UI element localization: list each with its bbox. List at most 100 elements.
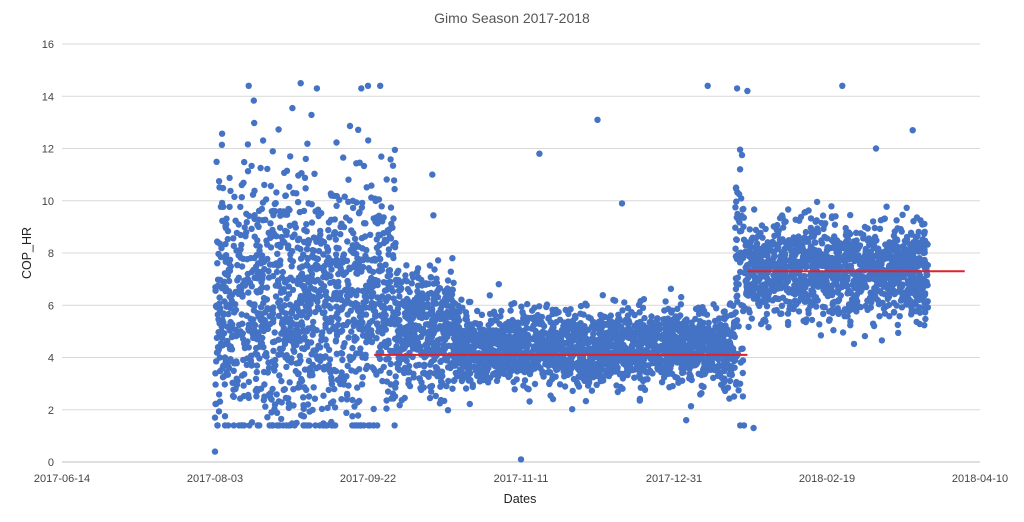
scatter-point	[222, 287, 229, 295]
scatter-point	[553, 366, 560, 373]
scatter-point	[273, 260, 280, 267]
scatter-point	[779, 294, 787, 301]
scatter-point	[335, 245, 342, 252]
scatter-point	[326, 234, 333, 241]
scatter-point	[450, 347, 457, 354]
scatter-point	[687, 403, 695, 410]
scatter-point	[281, 302, 288, 309]
scatter-point	[218, 141, 226, 148]
scatter-point	[333, 192, 340, 200]
scatter-point	[289, 286, 297, 294]
scatter-point	[835, 310, 842, 317]
scatter-point	[534, 352, 542, 360]
scatter-point	[594, 347, 601, 354]
scatter-point	[237, 203, 244, 211]
scatter-point	[813, 198, 821, 206]
scatter-point	[426, 369, 434, 376]
scatter-point	[583, 302, 590, 309]
scatter-point	[225, 266, 232, 273]
scatter-point	[264, 165, 271, 173]
scatter-point	[311, 170, 318, 177]
scatter-point	[915, 228, 922, 236]
scatter-point	[253, 393, 260, 400]
scatter-point	[531, 314, 538, 321]
scatter-point	[377, 255, 384, 263]
scatter-point	[319, 309, 327, 317]
scatter-point	[385, 337, 392, 344]
scatter-point	[225, 277, 233, 285]
scatter-point	[221, 381, 228, 388]
scatter-point	[420, 363, 428, 370]
scatter-point	[329, 296, 336, 303]
scatter-point	[340, 343, 347, 350]
scatter-point	[370, 405, 377, 413]
scatter-point	[452, 337, 460, 344]
scatter-point	[673, 334, 680, 341]
scatter-point	[803, 297, 811, 305]
scatter-point	[228, 346, 236, 353]
scatter-point	[309, 371, 316, 379]
scatter-point	[219, 342, 226, 349]
scatter-point	[244, 168, 252, 175]
scatter-point	[337, 223, 344, 230]
scatter-point	[270, 304, 277, 311]
scatter-point	[547, 392, 554, 399]
scatter-point	[354, 412, 362, 419]
scatter-point	[389, 224, 396, 231]
scatter-point	[720, 315, 728, 322]
scatter-point	[465, 365, 472, 373]
scatter-point	[306, 292, 314, 299]
scatter-point	[301, 174, 309, 181]
scatter-point	[217, 305, 224, 312]
scatter-point	[519, 309, 526, 316]
scatter-point	[214, 311, 221, 318]
scatter-point	[288, 263, 295, 270]
scatter-point	[239, 291, 246, 299]
scatter-point	[920, 249, 927, 256]
scatter-point	[436, 285, 444, 292]
scatter-point	[497, 313, 504, 320]
scatter-point	[218, 323, 225, 331]
scatter-point	[392, 379, 400, 387]
scatter-point	[343, 409, 350, 416]
scatter-point	[239, 330, 246, 337]
scatter-point	[422, 321, 430, 328]
scatter-point	[771, 307, 778, 314]
scatter-point	[757, 289, 764, 296]
scatter-point	[252, 375, 260, 383]
scatter-point	[351, 235, 359, 242]
scatter-point	[526, 398, 533, 405]
scatter-point	[351, 403, 358, 410]
scatter-point	[516, 340, 523, 348]
scatter-point	[356, 320, 364, 327]
scatter-point	[494, 336, 501, 343]
scatter-point	[251, 187, 258, 194]
scatter-point	[563, 320, 570, 327]
scatter-point	[246, 422, 253, 429]
scatter-point	[254, 275, 261, 282]
scatter-point	[703, 311, 711, 318]
scatter-point	[532, 327, 539, 335]
scatter-point	[322, 422, 329, 429]
scatter-point	[400, 302, 408, 309]
scatter-point	[261, 317, 269, 324]
scatter-point	[886, 313, 893, 320]
scatter-point	[913, 214, 921, 221]
scatter-point	[532, 320, 539, 327]
scatter-point	[259, 199, 267, 206]
scatter-point	[229, 392, 237, 400]
scatter-point	[267, 182, 275, 190]
scatter-point	[264, 241, 271, 248]
scatter-point	[317, 286, 325, 294]
scatter-point	[705, 319, 712, 326]
scatter-point	[489, 357, 496, 364]
scatter-point	[828, 306, 836, 314]
scatter-point	[862, 302, 869, 310]
scatter-point	[343, 390, 351, 398]
scatter-point	[235, 422, 243, 429]
scatter-point	[402, 272, 409, 279]
scatter-point	[257, 385, 265, 392]
scatter-point	[380, 214, 387, 221]
scatter-point	[325, 386, 332, 394]
scatter-point	[304, 327, 311, 334]
